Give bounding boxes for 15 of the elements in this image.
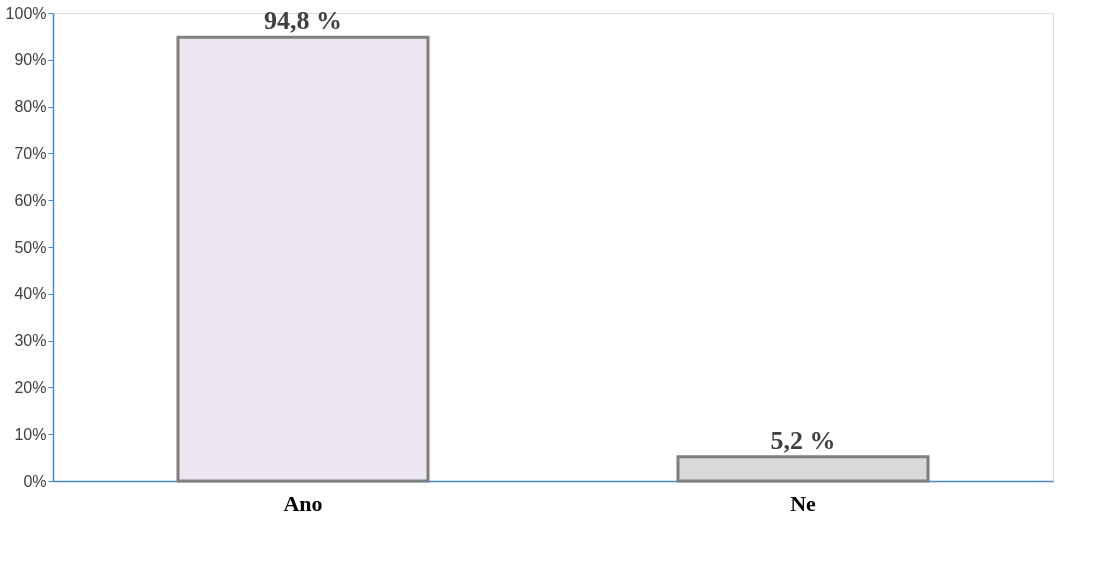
y-tick-label: 70% [14,144,47,162]
data-label: 5,2 % [770,425,836,455]
y-tick-label: 60% [14,191,47,209]
data-label: 94,8 % [264,6,342,36]
y-tick-label: 90% [14,51,47,69]
y-tick-label: 80% [14,98,47,116]
y-tick-label: 30% [14,332,47,350]
x-tick-label: Ano [283,490,323,516]
x-tick-label: Ne [790,490,817,516]
y-tick-label: 100% [5,4,47,22]
y-tick-label: 10% [14,425,47,443]
y-tick-label: 20% [14,378,47,396]
y-tick-label: 50% [14,238,47,256]
y-tick-label: 0% [23,472,47,490]
y-tick-label: 40% [14,285,47,303]
